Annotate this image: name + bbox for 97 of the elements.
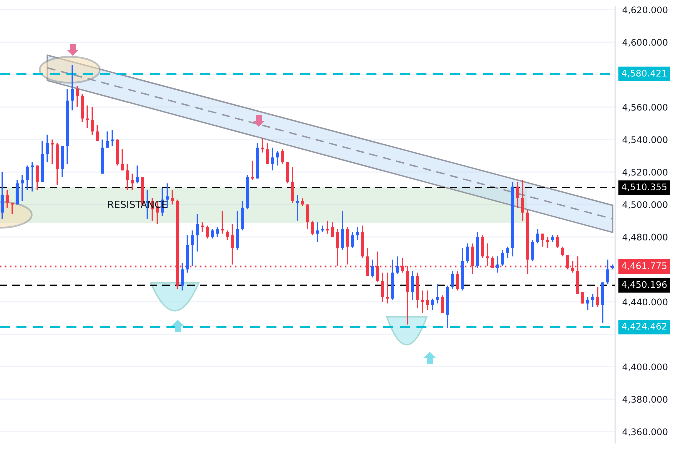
candlestick xyxy=(251,160,254,182)
candlestick xyxy=(70,64,74,112)
candlestick xyxy=(586,296,590,311)
candlestick xyxy=(541,233,544,248)
candlestick xyxy=(76,86,80,108)
candlestick xyxy=(6,189,10,209)
candlestick xyxy=(286,162,290,184)
y-tick-label: 4,620.000 xyxy=(622,6,668,14)
candlestick xyxy=(241,200,244,232)
candlestick xyxy=(601,282,604,324)
candlestick xyxy=(316,222,320,243)
candlestick xyxy=(201,222,204,233)
candlestick xyxy=(506,246,510,259)
candlestick xyxy=(431,298,434,311)
candlestick xyxy=(96,124,100,142)
candlestick xyxy=(546,236,550,250)
candlestick xyxy=(596,286,600,308)
y-tick-label: 4,540.000 xyxy=(622,136,668,144)
candlestick xyxy=(211,228,214,240)
candlestick xyxy=(50,139,54,165)
candlestick xyxy=(371,259,374,278)
candlestick xyxy=(121,148,124,172)
candlestick xyxy=(81,94,84,123)
candlestick xyxy=(36,165,40,191)
candlestick xyxy=(556,234,560,250)
candlestick xyxy=(10,202,14,216)
candlestick xyxy=(266,142,270,165)
candlestick xyxy=(296,194,300,222)
candlestick xyxy=(451,270,454,290)
y-tick-label: 4,500.000 xyxy=(622,201,668,210)
candlestick xyxy=(106,131,110,149)
candlestick xyxy=(86,105,90,130)
candlestick xyxy=(536,228,540,244)
ref-line-label: 4,510.355 xyxy=(622,184,667,192)
candlestick xyxy=(516,181,520,209)
candlestick xyxy=(181,262,184,292)
y-tick-label: 4,480.000 xyxy=(622,234,668,242)
y-tick-label: 4,600.000 xyxy=(622,39,668,47)
y-tick-label: 4,380.000 xyxy=(622,396,668,404)
candlestick xyxy=(26,165,30,191)
candlestick xyxy=(191,230,194,268)
ref-line-label: 4,461.775 xyxy=(622,262,667,270)
candlestick xyxy=(356,226,360,242)
candlestick xyxy=(196,214,200,252)
candlestick xyxy=(341,210,344,251)
y-tick-label: 4,360.000 xyxy=(622,428,668,436)
candlestick xyxy=(226,230,230,242)
candlestick xyxy=(216,226,220,238)
candlestick xyxy=(16,180,20,206)
candlestick xyxy=(496,256,500,274)
candlestick xyxy=(591,293,594,308)
candlestick xyxy=(206,225,210,240)
candlestick xyxy=(501,249,504,268)
candlestick xyxy=(381,272,384,303)
candlestick xyxy=(346,226,350,266)
candlestick xyxy=(221,210,224,235)
candlestick xyxy=(131,173,134,191)
candlestick xyxy=(236,210,240,251)
candlestick xyxy=(171,189,174,206)
candlestick xyxy=(91,106,94,136)
candlestick xyxy=(20,174,24,202)
candlestick xyxy=(396,256,400,276)
candlestick xyxy=(466,242,470,264)
candlestick xyxy=(276,150,280,166)
candlestick xyxy=(441,294,444,314)
candlestick xyxy=(411,270,414,302)
y-tick-label: 4,560.000 xyxy=(622,104,668,112)
candlestick xyxy=(456,270,460,292)
candlestick xyxy=(166,182,170,209)
candlestick xyxy=(386,272,390,304)
candlestick xyxy=(0,172,4,220)
candlestick xyxy=(271,147,274,172)
candlestick xyxy=(136,165,140,184)
candlestick xyxy=(30,162,34,192)
candlestick xyxy=(311,220,314,236)
candlestick xyxy=(231,223,234,266)
candlestick xyxy=(281,148,284,165)
ref-line-label: 4,424.462 xyxy=(622,323,667,331)
candlestick xyxy=(521,180,524,222)
candlestick xyxy=(261,137,264,154)
candlestick xyxy=(481,234,484,259)
y-tick-label: 4,520.000 xyxy=(622,168,668,177)
candlestick xyxy=(46,134,50,164)
candlestick xyxy=(306,204,310,230)
ref-line-label: 4,580.421 xyxy=(622,70,667,78)
candlestick xyxy=(531,240,534,262)
candlestick xyxy=(126,163,130,191)
y-tick-label: 4,440.000 xyxy=(622,298,668,307)
candlestick xyxy=(606,259,610,285)
candlestick xyxy=(351,232,354,250)
candlestick xyxy=(561,246,564,258)
candlestick xyxy=(60,146,64,178)
candlestick xyxy=(436,284,440,304)
candlestick xyxy=(111,129,114,147)
y-tick-label: 4,400.000 xyxy=(622,364,668,372)
ref-line-label: 4,450.196 xyxy=(622,281,667,290)
candlestick xyxy=(291,166,294,204)
